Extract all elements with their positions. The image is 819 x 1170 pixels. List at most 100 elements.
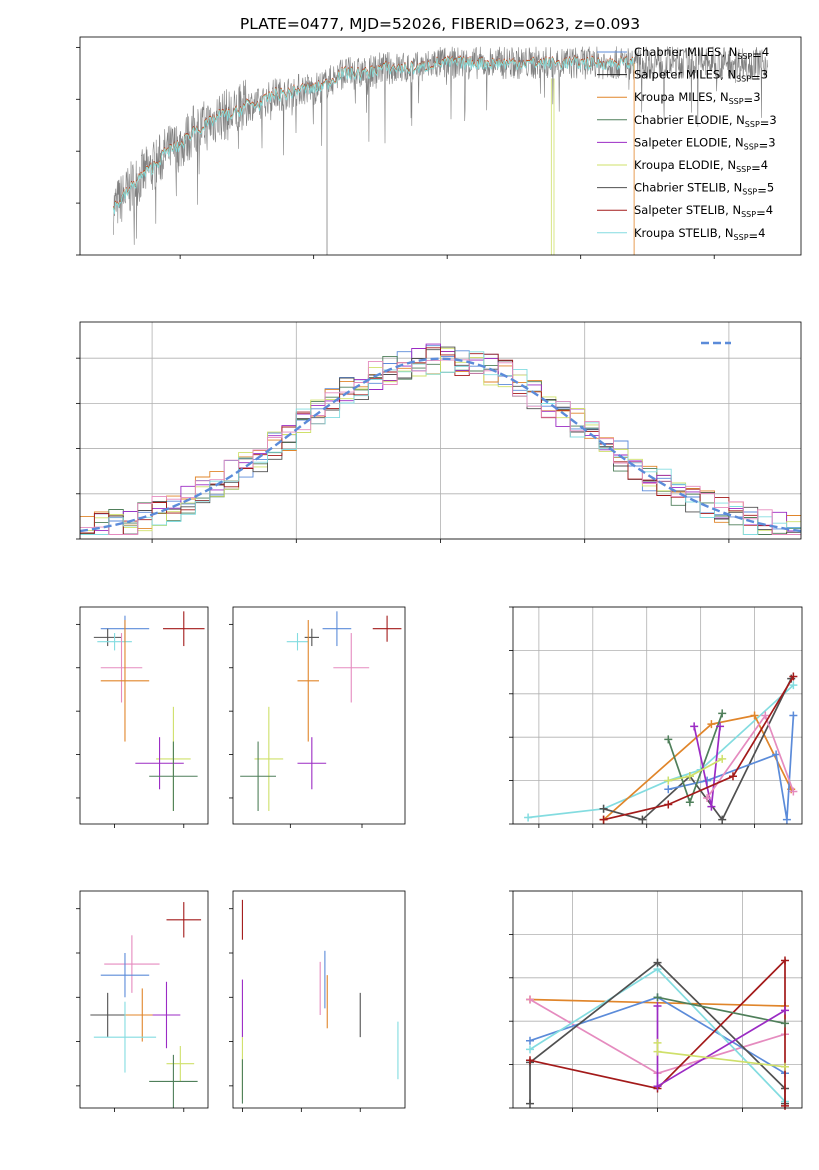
mass_vs_ebv-chart <box>229 890 406 1112</box>
data-point <box>100 620 150 742</box>
data-point <box>166 1046 195 1082</box>
legend-entry-nssp-label: , N <box>713 90 729 104</box>
legend-entry-nssp-sub: SSP <box>734 233 749 242</box>
weight_vs_age-chart <box>509 606 803 828</box>
legend-entry-nssp-sub: SSP <box>745 120 760 129</box>
mass-weight-marker <box>718 754 727 763</box>
plot-frame <box>79 36 802 256</box>
legend-entry-nssp-label: , N <box>721 45 737 59</box>
legend-entry-nssp-value: 4 <box>761 158 768 172</box>
mass-weight-marker <box>690 722 699 731</box>
mass-weight-line <box>529 958 786 1106</box>
mass-weight-line <box>657 996 786 1025</box>
mass-weight-marker <box>526 995 534 1004</box>
mass-weight-marker <box>718 815 727 824</box>
data-point <box>93 628 122 647</box>
legend-entry-nssp-sub: SSP <box>737 52 752 61</box>
data-point <box>297 737 327 790</box>
legend-entry-nssp-label: , N <box>725 203 741 217</box>
data-point <box>104 935 160 993</box>
mass-weight-marker <box>789 672 798 681</box>
data-point <box>304 628 319 647</box>
legend-entry-nssp-sub: SSP <box>741 210 756 219</box>
mass-weight-line <box>603 678 792 822</box>
mass-weight-marker <box>728 772 737 781</box>
mass-weight-marker <box>526 1056 534 1065</box>
mass-weight-marker <box>718 709 727 718</box>
plot-frame <box>79 321 802 540</box>
legend-entry: Chabrier MILES, NSSP=4 <box>634 45 769 62</box>
mass-weight-marker <box>653 958 662 967</box>
mass-weight-line <box>603 714 792 821</box>
mass-weight-marker <box>716 722 725 731</box>
data-point <box>333 633 370 703</box>
mass-weight-marker <box>789 681 798 690</box>
legend-entry-name: Kroupa ELODIE <box>634 158 720 172</box>
data-point <box>100 953 150 998</box>
data-point <box>152 981 181 1049</box>
legend-entry-nssp-value: 4 <box>758 226 765 240</box>
data-point <box>322 611 352 647</box>
mass-weight-marker <box>526 1036 534 1045</box>
data-point <box>166 902 202 938</box>
mass-weight-marker <box>781 956 789 965</box>
data-point <box>149 741 198 811</box>
data-point <box>240 741 276 811</box>
mass-weight-line <box>603 675 795 821</box>
legend-entry-name: Salpeter STELIB <box>634 203 725 217</box>
mass-weight-marker <box>707 720 716 729</box>
mass-weight-marker <box>772 750 781 759</box>
mass-weight-marker <box>653 1002 662 1011</box>
plot-frame <box>79 606 209 825</box>
data-point <box>135 737 184 790</box>
legend-entry: Salpeter STELIB, NSSP=4 <box>634 203 773 220</box>
mass-weight-marker <box>782 815 791 824</box>
legend-entry-name: Salpeter MILES <box>634 68 720 82</box>
legend-entry-nssp-sub: SSP <box>736 165 751 174</box>
data-point <box>90 992 125 1038</box>
legend-entry-nssp-sub: SSP <box>742 188 757 197</box>
data-point <box>163 611 205 647</box>
figure-title: PLATE=0477, MJD=52026, FIBERID=0623, z=0… <box>240 15 640 33</box>
legend-entry-nssp-label: , N <box>720 158 736 172</box>
mass-weight-marker <box>707 802 716 811</box>
normal-curve-line <box>79 357 802 533</box>
data-point <box>97 633 132 651</box>
legend-entry-name: Kroupa STELIB <box>634 226 718 240</box>
residual-histogram <box>80 359 801 539</box>
legend-entry-nssp-value: 3 <box>761 68 768 82</box>
legend-entry: Chabrier STELIB, NSSP=5 <box>634 181 774 198</box>
mass-weight-marker <box>789 787 798 796</box>
legend-entry: Kroupa STELIB, NSSP=4 <box>634 226 766 243</box>
mass-weight-line <box>656 1006 786 1088</box>
model-spectrum-line <box>112 55 635 214</box>
legend-entry-name: Chabrier MILES <box>634 45 721 59</box>
legend-entry-nssp-value: 3 <box>768 135 775 149</box>
mass-weight-marker <box>653 1047 662 1056</box>
legend-entry-name: Chabrier ELODIE <box>634 113 729 127</box>
legend-entry-nssp-label: , N <box>720 68 736 82</box>
legend-entry-nssp-value: 5 <box>767 181 774 195</box>
mass-weight-marker <box>781 1062 789 1071</box>
mass-weight-marker <box>781 1019 789 1028</box>
legend-entry: Chabrier ELODIE, NSSP=3 <box>634 113 777 130</box>
legend-entry-nssp-label: , N <box>726 181 742 195</box>
data-point <box>254 706 284 811</box>
mass-weight-marker <box>781 1101 789 1110</box>
mass-weight-marker <box>526 1045 534 1054</box>
legend-entry-nssp-value: 3 <box>769 113 776 127</box>
mass-weight-marker <box>653 1082 662 1091</box>
mass-weight-marker <box>526 1099 534 1108</box>
mass-weight-marker <box>685 772 694 781</box>
plot-frame <box>512 606 803 825</box>
legend-entry: Salpeter MILES, NSSP=3 <box>634 68 768 85</box>
age_vs_mass-chart <box>229 606 406 828</box>
legend-entry-nssp-label: , N <box>728 135 744 149</box>
plot-frame <box>232 890 406 1109</box>
plot-frame <box>79 890 209 1109</box>
mass-weight-marker <box>653 993 662 1002</box>
mass-weight-marker <box>599 804 608 813</box>
mass-weight-line <box>668 715 795 820</box>
mass-weight-marker <box>664 800 673 809</box>
